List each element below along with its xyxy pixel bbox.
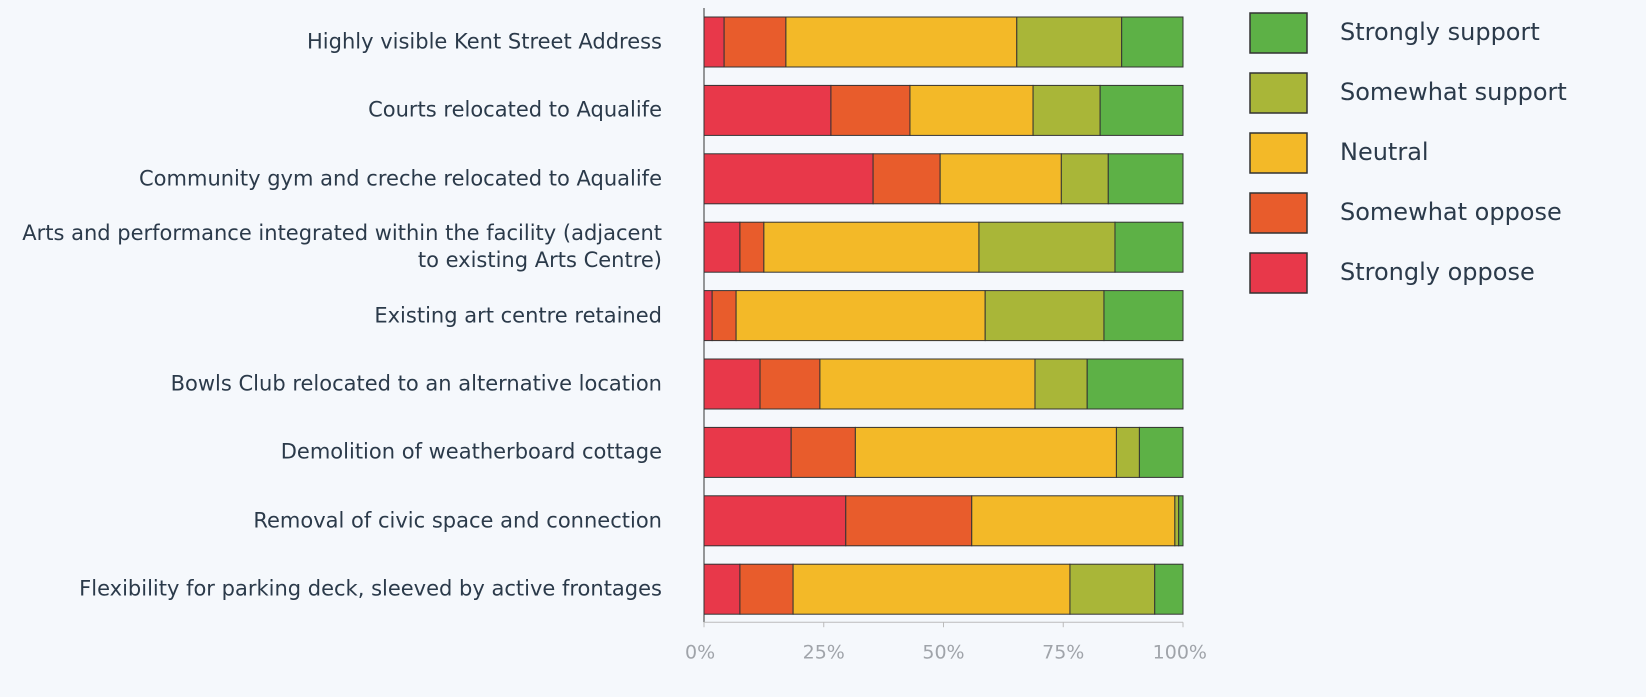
bar-segment xyxy=(872,153,941,205)
bar-segment xyxy=(1138,426,1184,478)
bar-segment xyxy=(703,153,874,205)
bar-segment xyxy=(939,153,1062,205)
bar-segment xyxy=(909,84,1034,136)
bar-segment xyxy=(711,290,737,342)
bar-segment xyxy=(763,221,980,273)
bar-segment xyxy=(785,16,1018,68)
bar-segment xyxy=(703,563,741,615)
bar-segment xyxy=(978,221,1116,273)
category-label: Removal of civic space and connection xyxy=(253,508,662,533)
bar-segment xyxy=(1114,221,1184,273)
category-label: Bowls Club relocated to an alternative l… xyxy=(170,371,662,396)
legend-label: Somewhat oppose xyxy=(1340,198,1562,226)
category-label: Arts and performance integrated within t… xyxy=(22,221,662,273)
bar-segment xyxy=(1069,563,1156,615)
bar-segment xyxy=(1099,84,1184,136)
bar-segment xyxy=(703,358,761,410)
legend-label: Strongly support xyxy=(1340,18,1540,46)
category-label: Existing art centre retained xyxy=(374,303,662,328)
bar-segment xyxy=(1060,153,1109,205)
bar-segment xyxy=(1154,563,1184,615)
bar-segment xyxy=(703,290,713,342)
x-tick-label: 50% xyxy=(922,642,964,664)
x-tick-label: 25% xyxy=(803,642,845,664)
bar-segment xyxy=(723,16,787,68)
bar-segment xyxy=(1178,495,1184,547)
bar-segment xyxy=(1032,84,1101,136)
bar-segment xyxy=(830,84,911,136)
bar-segment xyxy=(739,221,765,273)
x-tick-label: 100% xyxy=(1153,642,1207,664)
bar-segment xyxy=(1103,290,1184,342)
bar-segment xyxy=(1034,358,1088,410)
bar-segment xyxy=(1174,495,1180,547)
bar-segment xyxy=(759,358,821,410)
bar-segment xyxy=(735,290,986,342)
category-label: Demolition of weatherboard cottage xyxy=(280,439,662,464)
bar-segment xyxy=(739,563,794,615)
category-label: Flexibility for parking deck, sleeved by… xyxy=(79,576,662,601)
x-tick-label: 75% xyxy=(1042,642,1084,664)
bar-segment xyxy=(984,290,1105,342)
bar-segment xyxy=(703,16,725,68)
bar-segment xyxy=(971,495,1176,547)
bar-segment xyxy=(1121,16,1184,68)
legend-label: Somewhat support xyxy=(1340,78,1567,106)
bar-segment xyxy=(790,426,856,478)
bar-segment xyxy=(819,358,1036,410)
bar-segment xyxy=(703,426,792,478)
legend-swatch xyxy=(1249,12,1308,54)
category-label: Highly visible Kent Street Address xyxy=(307,29,662,54)
legend-swatch xyxy=(1249,132,1308,174)
legend-label: Neutral xyxy=(1340,138,1429,166)
bar-segment xyxy=(854,426,1117,478)
bar-segment xyxy=(845,495,973,547)
bar-segment xyxy=(1086,358,1184,410)
bar-segment xyxy=(703,221,741,273)
x-tick-label: 0% xyxy=(685,642,715,664)
legend-swatch xyxy=(1249,72,1308,114)
category-label: Courts relocated to Aqualife xyxy=(368,97,662,122)
bar-segment xyxy=(1115,426,1140,478)
bar-segment xyxy=(703,495,847,547)
category-label: Community gym and creche relocated to Aq… xyxy=(139,166,662,191)
legend-label: Strongly oppose xyxy=(1340,258,1535,286)
bar-segment xyxy=(1016,16,1123,68)
bar-segment xyxy=(703,84,832,136)
bar-segment xyxy=(1107,153,1184,205)
bar-segment xyxy=(792,563,1071,615)
legend-swatch xyxy=(1249,192,1308,234)
legend-swatch xyxy=(1249,252,1308,294)
